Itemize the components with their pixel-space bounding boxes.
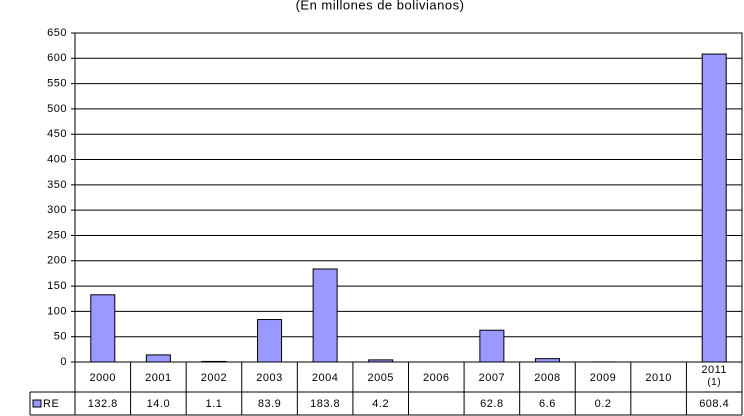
- x-tick-label: 2004: [312, 372, 338, 384]
- bar: [257, 319, 283, 363]
- x-tick-label: 2008: [534, 372, 560, 384]
- y-tick-label: 350: [47, 179, 67, 191]
- bar: [701, 53, 727, 363]
- table-value: 62.8: [480, 398, 503, 410]
- y-tick-label: 250: [47, 229, 67, 241]
- x-tick-label: 2010: [645, 372, 671, 384]
- chart-title: (En millones de bolivianos): [296, 0, 465, 12]
- x-tick-label: 2000: [90, 372, 116, 384]
- x-tick-label: 2002: [201, 372, 227, 384]
- y-tick-label: 600: [47, 52, 67, 64]
- bar: [90, 294, 116, 363]
- y-tick-label: 100: [47, 305, 67, 317]
- y-tick-label: 300: [47, 204, 67, 216]
- legend-key: [32, 399, 42, 408]
- x-tick-label: 2003: [256, 372, 282, 384]
- x-tick-label: 2006: [423, 372, 449, 384]
- y-tick-label: 0: [60, 356, 67, 368]
- bar: [145, 354, 171, 363]
- y-tick-label: 150: [47, 280, 67, 292]
- y-tick-label: 400: [47, 153, 67, 165]
- table-value: 1.1: [206, 398, 223, 410]
- x-tick-label: 2005: [367, 372, 393, 384]
- y-tick-label: 200: [47, 255, 67, 267]
- table-value: 183.8: [310, 398, 340, 410]
- bar: [312, 268, 338, 363]
- x-tick-label: 2001: [145, 372, 171, 384]
- x-tick-label: 2007: [479, 372, 505, 384]
- y-tick-label: 550: [47, 78, 67, 90]
- bar: [479, 329, 505, 363]
- legend-label: RE: [43, 398, 59, 410]
- y-tick-label: 650: [47, 27, 67, 39]
- x-tick-label: 2009: [590, 372, 616, 384]
- plot-border: [74, 32, 743, 363]
- x-tick-label: 2011 (1): [701, 364, 727, 388]
- table-value: 83.9: [258, 398, 281, 410]
- y-tick-label: 50: [54, 331, 67, 343]
- bar: [201, 360, 227, 363]
- table-value: 0.2: [595, 398, 612, 410]
- y-tick-label: 450: [47, 128, 67, 140]
- bar: [368, 359, 394, 363]
- table-value: 4.2: [372, 398, 389, 410]
- bar: [534, 358, 560, 363]
- table-value: 132.8: [88, 398, 118, 410]
- table-value: 608.4: [699, 398, 729, 410]
- y-tick-label: 500: [47, 103, 67, 115]
- table-value: 14.0: [147, 398, 170, 410]
- table-value: 6.6: [539, 398, 556, 410]
